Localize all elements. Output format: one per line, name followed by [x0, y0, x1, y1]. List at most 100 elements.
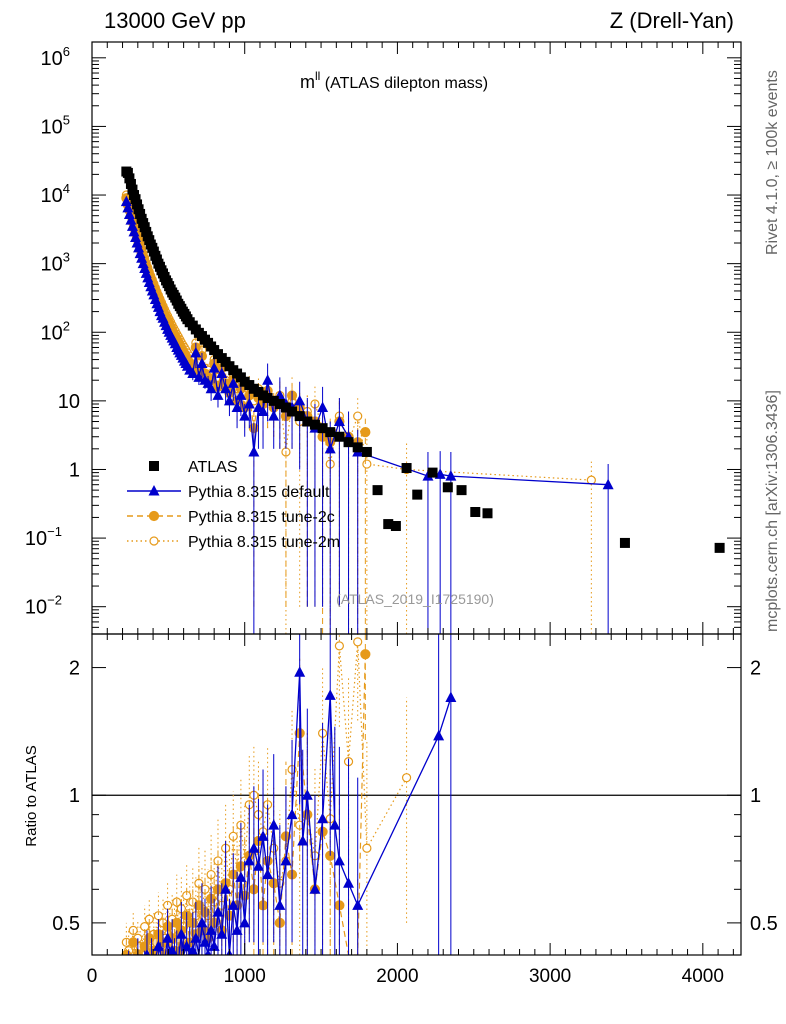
ratio-default-point — [143, 949, 151, 955]
ratio-default-point — [220, 883, 232, 894]
main-default-point — [212, 389, 224, 400]
y-tick-base: 10 — [41, 116, 63, 138]
main-default-point — [239, 410, 251, 421]
plot-title: mll (ATLAS dilepton mass) — [300, 69, 488, 92]
main-default-point — [120, 195, 132, 207]
ratio-default-line — [126, 672, 452, 955]
y-tick-exp: 5 — [63, 112, 70, 127]
ratio-default-point — [205, 924, 217, 935]
y-tick-base: 10 — [25, 528, 47, 550]
atlas-point — [427, 467, 438, 478]
legend-label: Pythia 8.315 tune-2m — [188, 534, 340, 551]
main-default-point — [262, 374, 274, 385]
main-tune-2c-point — [360, 427, 371, 438]
ratio-default-point — [309, 883, 321, 894]
legend-item: Pythia 8.315 tune-2c — [127, 509, 335, 526]
ratio-default-point — [445, 691, 457, 703]
ratio-default-point — [343, 877, 355, 888]
atlas-point — [343, 437, 354, 448]
y-tick-label: 104 — [41, 181, 70, 207]
ratio-default-point — [252, 860, 264, 871]
y-tick-label: 10 — [58, 391, 80, 413]
y-tick-exp: 3 — [63, 250, 70, 265]
y-tick-label: 103 — [41, 250, 70, 276]
ratio-default-point — [329, 819, 341, 830]
ratio-plot-area — [92, 634, 741, 955]
atlas-point — [352, 442, 363, 453]
ratio-default-point — [433, 729, 445, 741]
y-tick-label: 102 — [41, 318, 70, 344]
x-tick-label: 1000 — [224, 966, 266, 987]
y-tick-base: 10 — [41, 185, 63, 207]
x-tick-label: 4000 — [682, 966, 724, 987]
ratio-default-point — [286, 808, 298, 820]
atlas-point — [302, 416, 313, 427]
header-right: Z (Drell-Yan) — [609, 8, 734, 33]
ratio-tune-2c-point — [193, 900, 204, 911]
y-tick-label: 106 — [41, 44, 70, 70]
y-tick-exp: 2 — [63, 318, 70, 333]
main-tune-2m-point — [586, 475, 596, 485]
ratio-y-tick-label-right: 2 — [750, 658, 761, 680]
analysis-tag: (ATLAS_2019_I1725190) — [336, 591, 494, 607]
legend-marker — [148, 485, 160, 496]
ratio-default-point — [152, 940, 164, 951]
atlas-point — [334, 431, 345, 442]
atlas-point — [361, 446, 372, 457]
legend-marker — [149, 461, 159, 471]
ratio-tune-2m-point — [334, 641, 344, 651]
legend-item: ATLAS — [149, 459, 238, 476]
main-default-point — [235, 389, 247, 400]
main-default-point — [216, 367, 228, 379]
main-default-point — [223, 394, 235, 406]
ratio-tune-2m-series — [121, 634, 412, 955]
atlas-point — [482, 508, 493, 519]
ratio-default-point — [166, 944, 178, 955]
atlas-point — [262, 393, 273, 404]
y-tick-label: 1 — [69, 459, 80, 481]
atlas-point — [124, 173, 135, 184]
ratio-default-point — [268, 819, 280, 830]
ratio-default-point — [324, 689, 336, 700]
y-tick-base: 10 — [41, 254, 63, 276]
main-default-point — [248, 445, 260, 457]
main-default-point — [243, 398, 255, 409]
ratio-tune-2c-point — [360, 649, 371, 660]
ratio-default-point — [257, 830, 269, 841]
ratio-default-point — [333, 854, 345, 866]
main-default-point — [324, 442, 336, 454]
ratio-frame — [91, 633, 742, 956]
ratio-default-point — [212, 906, 224, 917]
main-default-point — [294, 394, 306, 406]
atlas-point — [125, 178, 136, 189]
ratio-tune-2c-point — [128, 937, 139, 948]
main-default-point — [128, 225, 140, 237]
ratio-default-point — [352, 899, 364, 910]
ratio-default-point — [262, 868, 274, 880]
atlas-point — [325, 427, 336, 438]
axes: 0 1000 2000 3000 400010−210−1110102103104105… — [25, 41, 778, 987]
header-left: 13000 GeV pp — [104, 8, 246, 33]
main-default-series — [120, 195, 614, 634]
main-default-point — [445, 470, 457, 481]
atlas-point — [317, 423, 328, 434]
main-tune-2m-point — [362, 459, 372, 469]
ratio-default-point — [175, 928, 187, 939]
ratio-default-point — [204, 949, 212, 955]
main-default-point — [125, 214, 137, 225]
main-atlas-series — [121, 166, 725, 553]
ratio-panel-marks — [92, 634, 741, 955]
atlas-point — [714, 542, 725, 553]
ratio-default-point — [199, 936, 211, 947]
atlas-point — [619, 537, 630, 548]
main-tune-2m-point — [353, 411, 363, 421]
atlas-point — [268, 395, 279, 406]
ratio-tune-2c-point — [139, 941, 150, 952]
main-default-point — [133, 241, 145, 253]
ratio-default-point — [181, 940, 193, 951]
atlas-point — [412, 489, 423, 500]
main-default-point — [187, 367, 199, 379]
main-default-point — [333, 415, 345, 427]
ratio-y-tick-label-right: 0.5 — [750, 913, 778, 935]
ratio-tune-2c-point — [153, 954, 159, 955]
